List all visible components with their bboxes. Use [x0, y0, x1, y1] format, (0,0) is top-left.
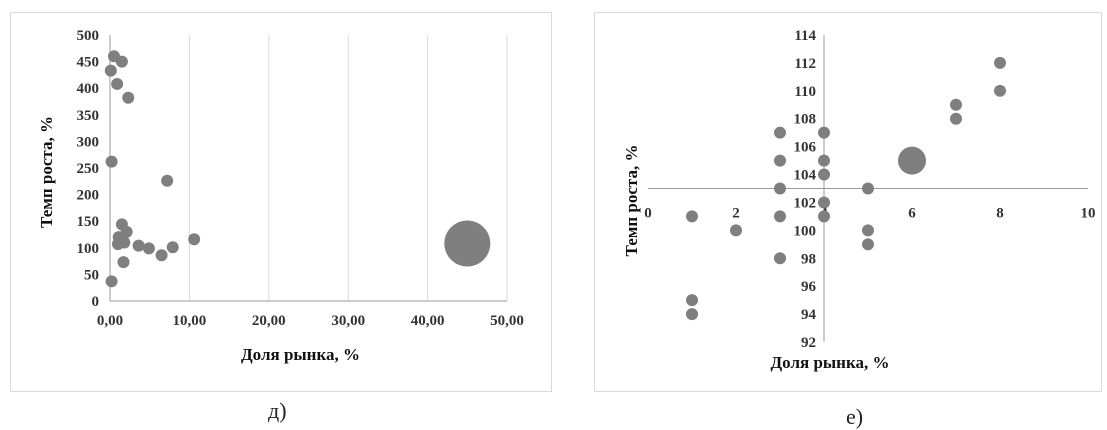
data-point	[686, 294, 698, 307]
chart-frame	[10, 12, 552, 392]
x-tick-label: 2	[732, 206, 740, 222]
x-tick-label: 6	[908, 206, 916, 222]
data-point	[686, 210, 698, 223]
y-tick-label: 96	[801, 279, 817, 295]
caption-d: д)	[268, 398, 287, 423]
y-tick-label: 250	[77, 161, 100, 177]
data-point	[122, 91, 135, 104]
data-point	[774, 182, 786, 195]
y-tick-label: 98	[801, 251, 816, 267]
y-tick-label: 200	[77, 188, 100, 204]
data-point	[862, 238, 874, 251]
data-point	[862, 224, 874, 237]
data-point	[950, 98, 962, 111]
data-point	[132, 239, 145, 252]
y-tick-label: 102	[794, 195, 817, 211]
data-point	[686, 308, 698, 321]
data-point	[166, 241, 179, 254]
data-point	[994, 84, 1006, 97]
data-point	[155, 249, 168, 262]
data-point	[818, 196, 830, 209]
x-axis-title: Доля рынка, %	[770, 353, 889, 372]
y-tick-label: 94	[801, 307, 817, 323]
y-tick-label: 100	[77, 241, 100, 257]
y-tick-label: 100	[794, 223, 817, 239]
data-point	[105, 155, 118, 168]
y-tick-label: 300	[77, 134, 100, 150]
data-point	[730, 224, 742, 237]
y-tick-label: 400	[77, 81, 100, 97]
scatter-chart-e: 024681092949698100102104106108110112114Д…	[594, 12, 1102, 392]
x-tick-label: 40,00	[411, 313, 445, 329]
data-point	[774, 126, 786, 139]
data-point	[115, 55, 128, 68]
data-point	[105, 275, 118, 288]
data-point	[818, 126, 830, 139]
bubble-large	[898, 146, 926, 175]
data-point	[188, 233, 201, 246]
y-tick-label: 110	[794, 84, 816, 100]
data-point	[994, 56, 1006, 69]
y-tick-label: 104	[794, 168, 817, 184]
data-point	[862, 182, 874, 195]
bubble-large	[444, 220, 491, 267]
scatter-chart-d: 0,00 10,00 20,00 30,00 40,00 50,00 0 50 100 150 20…	[10, 12, 552, 392]
x-tick-label: 0,00	[97, 313, 123, 329]
y-tick-label: 50	[84, 267, 99, 283]
data-point	[161, 174, 174, 187]
x-tick-label: 20,00	[252, 313, 286, 329]
y-tick-label: 114	[794, 28, 816, 44]
x-tick-label: 50,00	[490, 313, 524, 329]
y-axis-title: Темп роста, %	[37, 116, 56, 228]
data-point	[142, 242, 155, 255]
data-point	[774, 154, 786, 167]
chart-panel-d: 0,00 10,00 20,00 30,00 40,00 50,00 0 50 100 150 20…	[10, 12, 552, 392]
data-point	[118, 236, 131, 249]
y-tick-label: 0	[92, 294, 100, 310]
data-point	[818, 210, 830, 223]
chart-frame	[594, 12, 1102, 392]
data-point	[117, 256, 130, 269]
data-point	[111, 77, 124, 90]
data-point	[950, 112, 962, 125]
y-tick-label: 350	[77, 108, 100, 124]
x-tick-label: 10,00	[173, 313, 207, 329]
x-tick-label: 30,00	[331, 313, 365, 329]
data-point	[818, 168, 830, 181]
y-tick-label: 106	[794, 140, 817, 156]
y-tick-label: 150	[77, 214, 100, 230]
data-point	[104, 64, 117, 77]
caption-e: е)	[846, 404, 864, 429]
x-axis-title: Доля рынка, %	[241, 345, 360, 364]
x-tick-label: 10	[1081, 206, 1096, 222]
x-tick-label: 0	[644, 206, 652, 222]
y-axis-title: Темп роста, %	[622, 145, 641, 257]
data-point	[774, 210, 786, 223]
data-point	[774, 252, 786, 265]
y-tick-label: 450	[77, 55, 100, 71]
y-tick-label: 112	[794, 56, 816, 72]
y-tick-label: 500	[77, 28, 100, 44]
data-point	[818, 154, 830, 167]
x-tick-label: 8	[996, 206, 1004, 222]
y-tick-label: 108	[794, 112, 817, 128]
chart-panel-e: 024681092949698100102104106108110112114Д…	[594, 12, 1102, 392]
y-tick-label: 92	[801, 335, 816, 351]
